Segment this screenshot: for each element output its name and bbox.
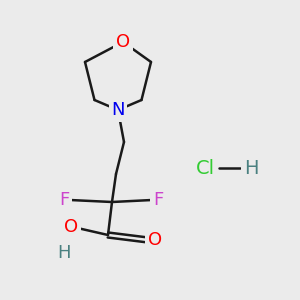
Text: H: H xyxy=(244,158,258,178)
Text: O: O xyxy=(116,33,130,51)
Text: O: O xyxy=(148,231,162,249)
Text: F: F xyxy=(59,191,69,209)
Text: H: H xyxy=(57,244,71,262)
Text: N: N xyxy=(111,101,125,119)
Text: F: F xyxy=(153,191,163,209)
Text: O: O xyxy=(64,218,78,236)
Text: Cl: Cl xyxy=(195,158,214,178)
